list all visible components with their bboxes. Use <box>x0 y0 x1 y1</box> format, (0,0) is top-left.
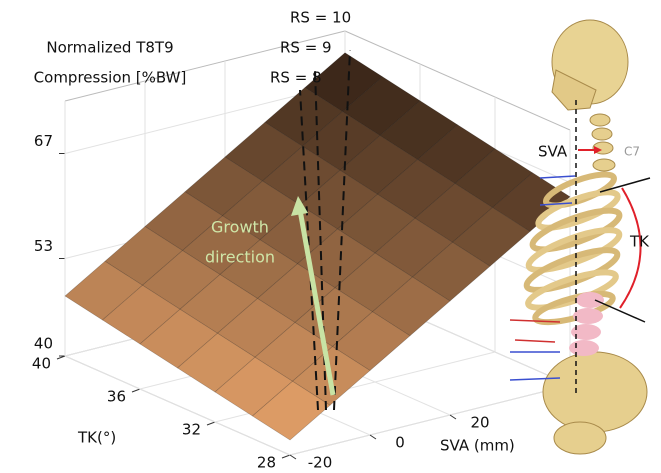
z-tick-label: 53 <box>34 237 53 255</box>
growth-label: direction <box>205 248 275 267</box>
pelvis <box>554 422 606 454</box>
y-axis-label: TK(°) <box>77 429 116 447</box>
rs-label: RS = 10 <box>290 9 351 27</box>
tk-label: TK <box>629 233 650 251</box>
chart: 40 53 67 28 32 36 40 -20 0 20 Growth direction RS… <box>0 0 661 473</box>
cervical <box>590 114 615 171</box>
growth-label: Growth <box>211 218 269 237</box>
z-tick-label: 67 <box>34 132 53 150</box>
x-axis-label: SVA (mm) <box>440 437 515 455</box>
rs-label: RS = 8 <box>270 69 322 87</box>
y-tick-label: 32 <box>182 421 201 439</box>
z-tick-label: 40 <box>34 335 53 353</box>
x-tick-label: 0 <box>395 434 405 452</box>
skeleton: SVA C7 TK <box>510 20 650 454</box>
z-axis-label: Compression [%BW] <box>34 69 187 87</box>
x-tick-label: 20 <box>470 414 489 432</box>
pelvis <box>543 352 647 432</box>
y-tick <box>207 422 215 425</box>
y-tick <box>282 455 290 458</box>
sva-label: SVA <box>538 143 568 161</box>
x-tick <box>290 455 296 459</box>
y-tick <box>132 389 140 392</box>
surface <box>65 53 570 440</box>
y-tick-label: 28 <box>257 454 276 472</box>
x-tick-label: -20 <box>308 454 333 472</box>
rs-label: RS = 9 <box>280 39 332 57</box>
y-tick-label: 36 <box>107 388 126 406</box>
x-tick <box>370 435 376 439</box>
c7-label: C7 <box>624 145 640 159</box>
y-tick-label: 40 <box>32 355 51 373</box>
x-tick <box>450 415 456 419</box>
z-axis-label: Normalized T8T9 <box>46 39 173 57</box>
